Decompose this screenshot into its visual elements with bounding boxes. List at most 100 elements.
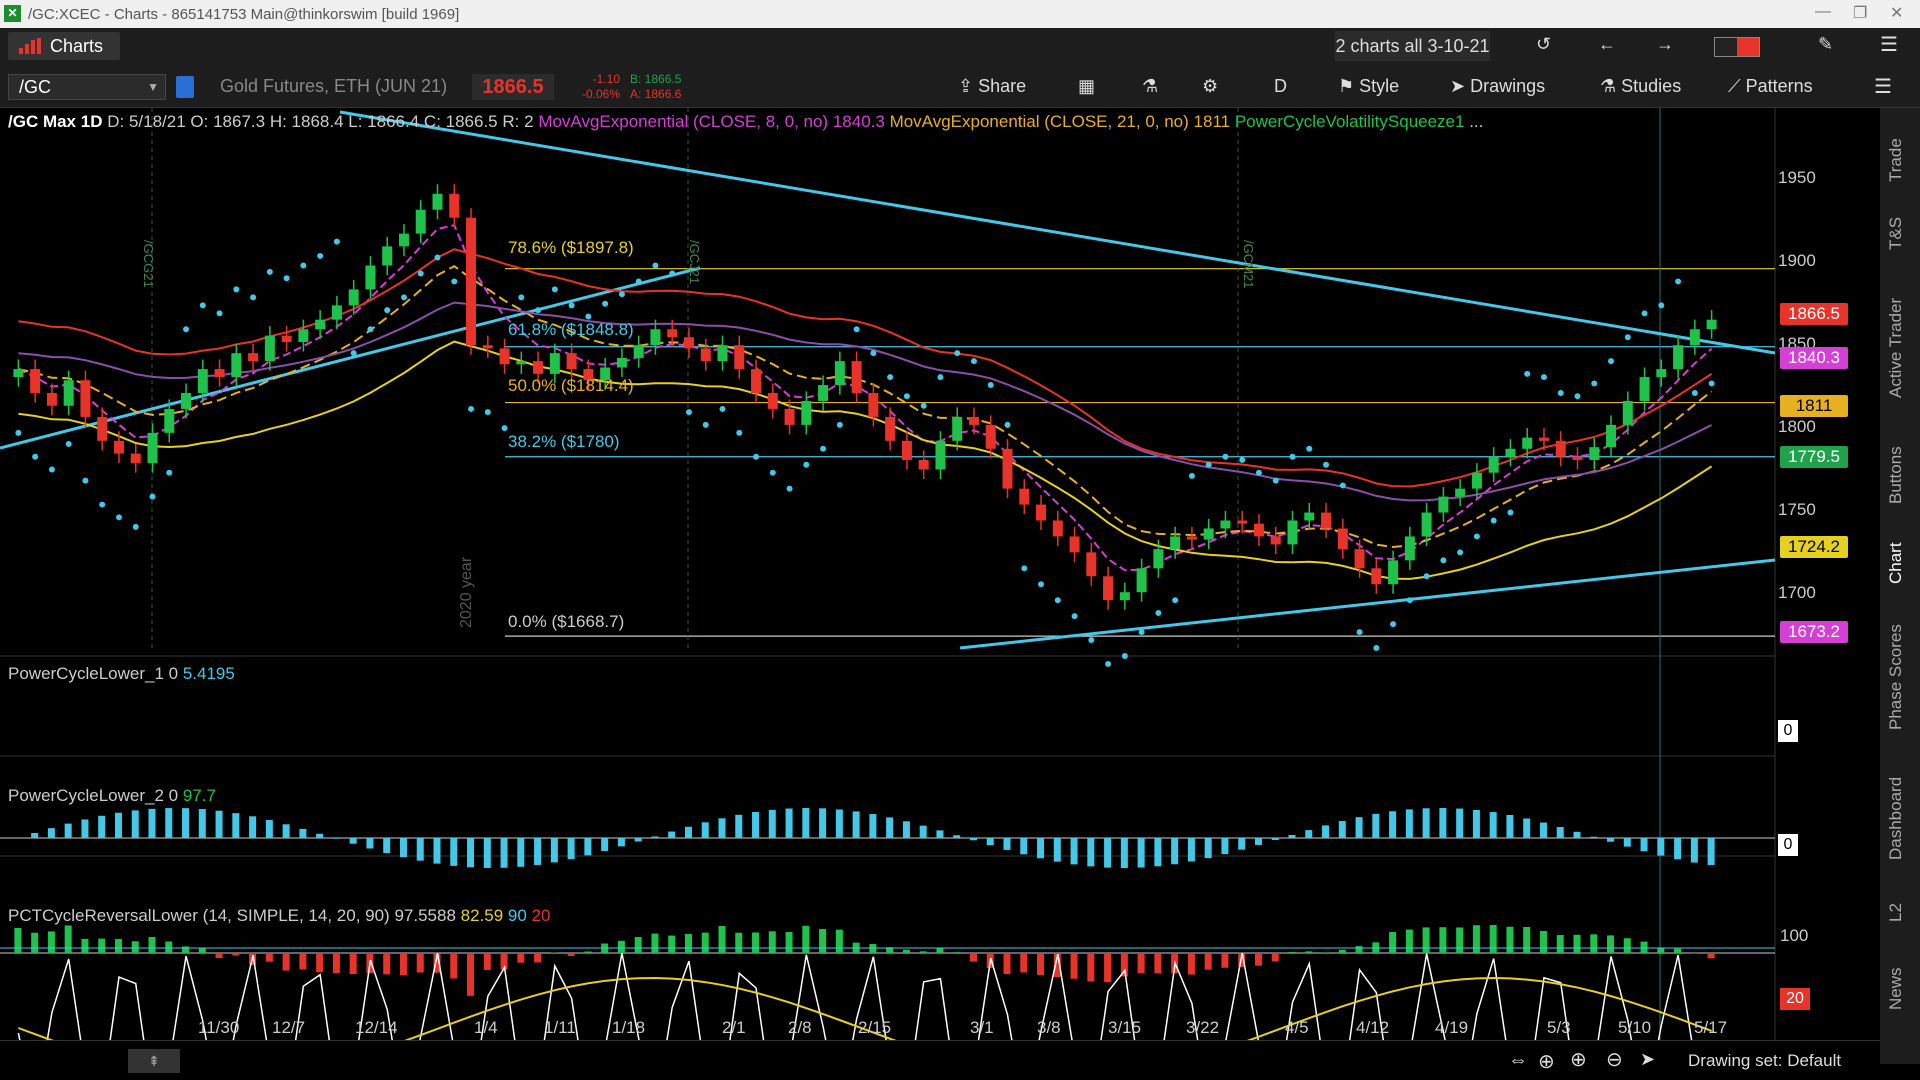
aggregation-button[interactable]: D: [1274, 76, 1287, 96]
symbol-input[interactable]: /GC ▼: [8, 74, 166, 100]
histogram-bar-1: [651, 836, 659, 838]
histogram-bar-1: [835, 809, 843, 838]
sidebar-tab-news[interactable]: News: [1886, 967, 1905, 1010]
lower2-name[interactable]: PowerCycleLower_2: [8, 786, 164, 805]
x-axis-label: 2/15: [858, 1018, 892, 1037]
lower1-name[interactable]: PowerCycleLower_1: [8, 664, 164, 683]
sidebar-tab-chart[interactable]: Chart: [1886, 542, 1905, 584]
chart-area[interactable]: /GC Max 1D D: 5/18/21 O: 1867.3 H: 1868.…: [0, 108, 1880, 1040]
undo-icon[interactable]: ↺: [1536, 34, 1552, 54]
charts-tab[interactable]: Charts: [8, 32, 120, 60]
ask-value: A: 1866.6: [630, 87, 682, 101]
candle-body: [398, 233, 409, 247]
sidebar-tab-active-trader[interactable]: Active Trader: [1886, 297, 1905, 398]
histogram-bar-1: [534, 838, 542, 865]
histogram-bar-1: [1405, 809, 1413, 838]
histogram-bar-2: [1489, 925, 1497, 953]
squeeze-dot: [1155, 609, 1162, 616]
pan-icon[interactable]: ⇔: [1508, 1049, 1528, 1071]
histogram-bar-2: [1204, 953, 1212, 970]
contract-label-2: /GCJ21: [687, 240, 702, 285]
histogram-bar-1: [416, 838, 424, 861]
price-tag-last: 1866.5: [1780, 303, 1848, 325]
color-link-icon[interactable]: [1714, 37, 1760, 57]
main-toolbar: Charts 2 charts all 3-10-21 ↺ ← → ✎ ☰: [0, 28, 1920, 66]
forward-arrow-icon[interactable]: →: [1656, 34, 1674, 54]
candle-body: [1421, 512, 1432, 537]
studies-button[interactable]: ⚗ Studies: [1600, 76, 1681, 97]
patterns-button[interactable]: ⟋ Patterns: [1728, 76, 1813, 97]
histogram-bar-1: [31, 833, 39, 838]
share-icon: ⇪: [958, 76, 974, 96]
candle-body: [516, 361, 527, 365]
cursor-icon-status[interactable]: ➤: [1640, 1049, 1656, 1069]
squeeze-label[interactable]: PowerCycleVolatilitySqueeze1: [1234, 112, 1465, 131]
histogram-bar-1: [249, 816, 257, 838]
trendline-lower-right: [959, 558, 1776, 650]
pin-icon[interactable]: ✎: [1818, 34, 1834, 54]
ema21-value: 1811: [1193, 112, 1231, 131]
drawings-label: Drawings: [1470, 76, 1546, 96]
zoom-in-icon[interactable]: ⊕: [1570, 1049, 1587, 1071]
crosshair-icon[interactable]: ⊕: [1538, 1051, 1555, 1073]
ema8-label[interactable]: MovAvgExponential (CLOSE, 8, 0, no): [538, 112, 829, 131]
candle-body: [1388, 560, 1399, 585]
chart-svg[interactable]: [0, 108, 1880, 1040]
squeeze-dot: [1423, 573, 1430, 580]
sidebar-tab-trade[interactable]: Trade: [1886, 138, 1905, 182]
candle-body: [130, 453, 141, 464]
drawing-set-label[interactable]: Drawing set: Default: [1688, 1051, 1842, 1070]
calendar-icon[interactable]: ▦: [1078, 76, 1096, 96]
zoom-out-icon[interactable]: ⊖: [1606, 1049, 1623, 1071]
collapse-icon[interactable]: ⇞: [128, 1049, 180, 1073]
close-button[interactable]: ✕: [1890, 5, 1904, 22]
style-button[interactable]: ⚑ Style: [1338, 76, 1399, 97]
squeeze-dot: [1021, 565, 1028, 572]
histogram-bar-2: [383, 953, 391, 975]
histogram-bar-2: [1187, 953, 1195, 975]
squeeze-dot: [350, 350, 357, 357]
share-button[interactable]: ⇪ Share: [958, 76, 1026, 97]
sidebar-tab-dashboard[interactable]: Dashboard: [1886, 776, 1905, 860]
restore-button[interactable]: ❐: [1853, 5, 1868, 22]
sidebar-tab-phase-scores[interactable]: Phase Scores: [1886, 624, 1905, 730]
squeeze-dot: [702, 421, 709, 428]
histogram-bar-2: [819, 929, 827, 953]
candle-body: [432, 193, 443, 210]
squeeze-dot: [635, 278, 642, 285]
menu-icon[interactable]: ☰: [1880, 34, 1898, 56]
ema21-label[interactable]: MovAvgExponential (CLOSE, 21, 0, no): [889, 112, 1189, 131]
squeeze-dot: [132, 523, 139, 530]
sidebar-tab-ts[interactable]: T&S: [1886, 216, 1905, 250]
histogram-bar-2: [1539, 930, 1547, 953]
histogram-bar-2: [953, 952, 961, 953]
more-studies[interactable]: ...: [1469, 112, 1484, 131]
flask-icon[interactable]: ⚗: [1142, 76, 1159, 96]
histogram-bar-2: [47, 931, 55, 953]
app-icon: ✕: [4, 5, 21, 22]
candle-body: [1706, 319, 1717, 330]
squeeze-dot: [518, 294, 525, 301]
minimize-button[interactable]: —: [1815, 3, 1831, 20]
candle-body: [1203, 528, 1214, 540]
candle-body: [734, 345, 745, 370]
grid-setup-selector[interactable]: 2 charts all 3-10-21: [1335, 31, 1490, 61]
squeeze-dot: [786, 485, 793, 492]
candle-body: [1220, 520, 1231, 529]
squeeze-dot: [1289, 453, 1296, 460]
gear-icon[interactable]: ⚙: [1202, 76, 1219, 96]
symbol-description: Gold Futures, ETH (JUN 21): [220, 76, 448, 96]
chart-menu-icon[interactable]: ☰: [1874, 76, 1892, 98]
pct-name[interactable]: PCTCycleReversalLower (14, SIMPLE, 14, 2…: [8, 906, 390, 925]
squeeze-dot: [652, 262, 659, 269]
sidebar-tab-l2[interactable]: L2: [1886, 903, 1905, 922]
histogram-bar-1: [1607, 838, 1615, 842]
x-axis-label: 4/19: [1435, 1018, 1469, 1037]
squeeze-dot: [1473, 533, 1480, 540]
pct-white-line: [17, 952, 1693, 1040]
histogram-bar-2: [1305, 951, 1313, 953]
drawings-button[interactable]: ➤ Drawings: [1450, 76, 1545, 97]
sidebar-tab-buttons[interactable]: Buttons: [1886, 446, 1905, 504]
back-arrow-icon[interactable]: ←: [1598, 34, 1616, 54]
symbol-link-icon[interactable]: [176, 76, 194, 98]
